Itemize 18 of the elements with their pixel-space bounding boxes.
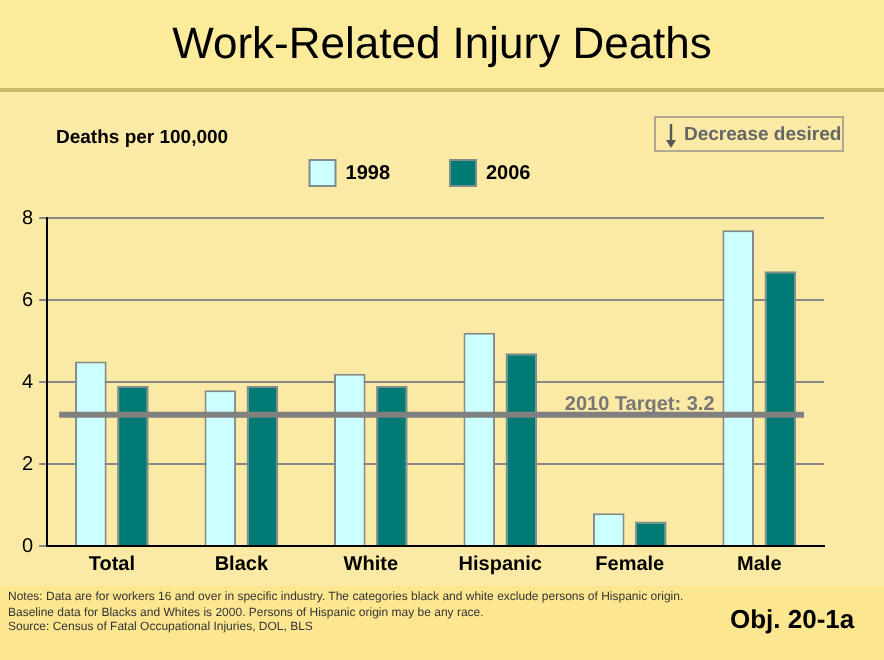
y-tick-label: 2 <box>22 453 34 476</box>
legend-label: 1998 <box>345 162 391 185</box>
x-tick-label: Total <box>88 553 136 576</box>
x-tick-label: Hispanic <box>458 553 543 576</box>
y-tick-label: 4 <box>22 371 34 394</box>
ref-line-label: 2010 Target: 3.2 <box>564 394 716 417</box>
y-tick-label: 0 <box>22 535 34 558</box>
x-tick-label: Black <box>214 553 269 576</box>
y-axis-title: Deaths per 100,000 <box>56 127 229 150</box>
x-tick-label: White <box>343 553 399 576</box>
x-tick-label: Male <box>737 553 783 576</box>
text: Decrease desired <box>684 124 842 146</box>
y-tick-label: 8 <box>22 207 34 230</box>
x-tick-label: Female <box>595 553 666 576</box>
text: Obj. 20-1a <box>730 604 855 634</box>
legend-label: 2006 <box>486 162 532 185</box>
chart-title: Work-Related Injury Deaths <box>0 0 884 92</box>
y-tick-label: 6 <box>22 289 34 312</box>
